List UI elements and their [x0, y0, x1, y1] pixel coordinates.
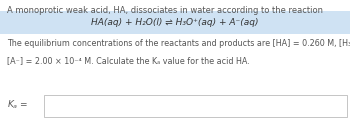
Text: HA(aq) + H₂O(l) ⇌ H₃O⁺(aq) + A⁻(aq): HA(aq) + H₂O(l) ⇌ H₃O⁺(aq) + A⁻(aq): [91, 18, 259, 27]
Text: $\mathit{K}_a$ =: $\mathit{K}_a$ =: [7, 99, 28, 111]
Text: The equilibrium concentrations of the reactants and products are [HA] = 0.260 M,: The equilibrium concentrations of the re…: [7, 39, 350, 48]
FancyBboxPatch shape: [0, 11, 350, 34]
Text: A monoprotic weak acid, HA, dissociates in water according to the reaction: A monoprotic weak acid, HA, dissociates …: [7, 6, 323, 15]
Text: [A⁻] = 2.00 × 10⁻⁴ M. Calculate the Kₐ value for the acid HA.: [A⁻] = 2.00 × 10⁻⁴ M. Calculate the Kₐ v…: [7, 56, 250, 65]
FancyBboxPatch shape: [44, 95, 346, 117]
